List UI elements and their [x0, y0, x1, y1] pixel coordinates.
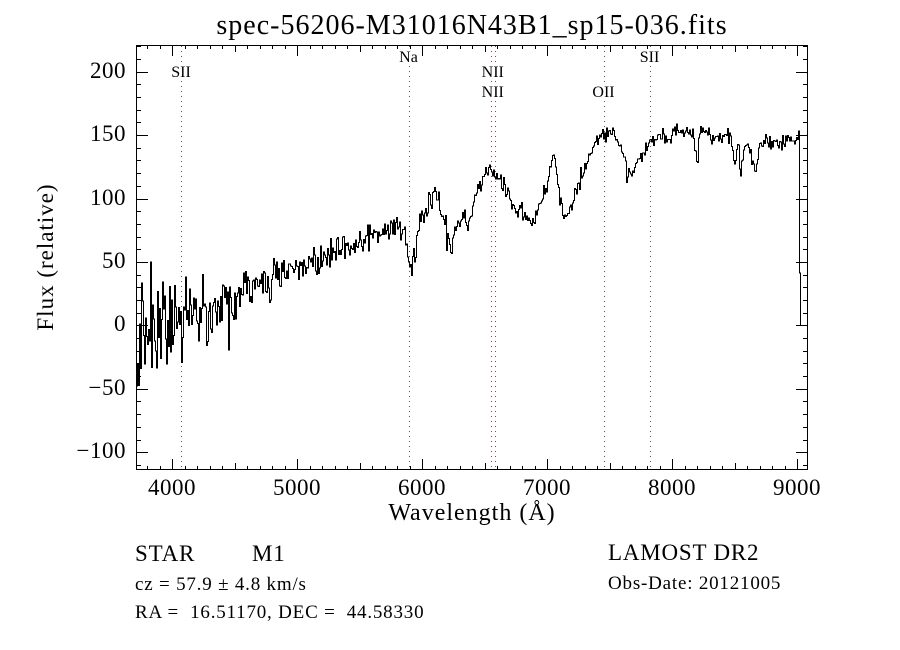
obs-date: Obs-Date: 20121005 — [608, 573, 782, 594]
figure-title: spec-56206-M31016N43B1_sp15-036.fits — [216, 10, 728, 41]
x-tick-label: 6000 — [398, 475, 446, 500]
ra-dec-coordinates: RA = 16.51170, DEC = 44.58330 — [135, 602, 425, 623]
spectral-line-label: SII — [170, 64, 192, 81]
y-tick-label: 100 — [90, 184, 126, 210]
x-tick-label: 9000 — [773, 475, 821, 500]
x-tick-label: 8000 — [648, 475, 696, 500]
x-tick-label: 4000 — [148, 475, 196, 500]
y-tick-label: 0 — [114, 311, 126, 337]
x-tick-label: 5000 — [273, 475, 321, 500]
survey-release: LAMOST DR2 — [608, 540, 760, 565]
y-tick-label: −50 — [88, 374, 126, 400]
object-class: STAR — [135, 541, 196, 566]
radial-velocity: cz = 57.9 ± 4.8 km/s — [135, 574, 307, 595]
y-tick-label: 200 — [90, 57, 126, 83]
y-tick-label: 150 — [90, 121, 126, 147]
spectral-line-label: SII — [638, 49, 661, 66]
spectral-line-label: NII — [480, 84, 505, 101]
spectral-line-label: Na — [398, 49, 419, 66]
y-tick-label: −100 — [76, 438, 126, 464]
spectral-line-label: NII — [480, 64, 505, 81]
y-tick-label: 50 — [102, 247, 126, 273]
object-subclass: M1 — [252, 541, 286, 566]
spectral-line-label: OII — [591, 84, 616, 101]
x-axis-label: Wavelength (Å) — [388, 500, 556, 526]
x-tick-label: 7000 — [523, 475, 571, 500]
